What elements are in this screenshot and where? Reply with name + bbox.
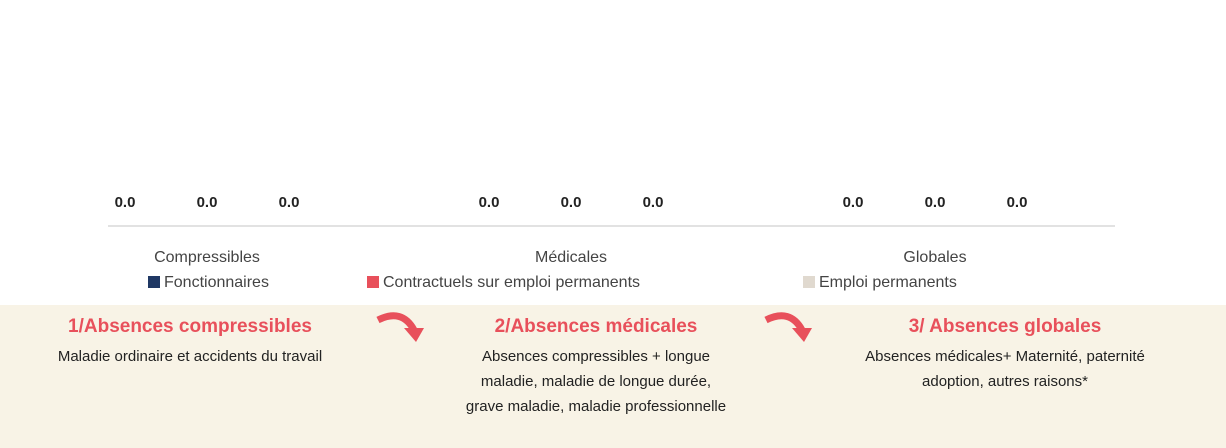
step-text: Absences compressibles + longue [482, 348, 710, 365]
step-title: 3/ Absences globales [909, 316, 1102, 337]
step-title: 2/Absences médicales [495, 316, 698, 337]
data-label: 0.0 [843, 194, 864, 211]
x-tick-label: Médicales [535, 249, 607, 266]
arrow [376, 312, 418, 332]
step-text: Maladie ordinaire et accidents du travai… [58, 348, 322, 365]
x-tick-label: Compressibles [154, 249, 260, 266]
legend-swatch [148, 276, 160, 288]
data-label: 0.0 [197, 194, 218, 211]
legend-swatch [803, 276, 815, 288]
step-title: 1/Absences compressibles [68, 316, 312, 337]
data-label: 0.0 [279, 194, 300, 211]
data-label: 0.0 [1007, 194, 1028, 211]
data-label: 0.0 [643, 194, 664, 211]
legend-label: Fonctionnaires [164, 274, 269, 291]
data-label: 0.0 [115, 194, 136, 211]
step-text: adoption, autres raisons* [922, 373, 1088, 390]
legend-label: Contractuels sur emploi permanents [383, 274, 640, 291]
step-text: maladie, maladie de longue durée, [481, 373, 711, 390]
legend-label: Emploi permanents [819, 274, 957, 291]
x-tick-label: Globales [903, 249, 966, 266]
arrow-head [404, 328, 424, 342]
legend-swatch [367, 276, 379, 288]
data-label: 0.0 [561, 194, 582, 211]
panel-background [0, 305, 1226, 448]
arrow-head [792, 328, 812, 342]
step-text: grave maladie, maladie professionnelle [466, 398, 726, 415]
data-label: 0.0 [925, 194, 946, 211]
data-label: 0.0 [479, 194, 500, 211]
step-text: Absences médicales+ Maternité, paternité [865, 348, 1145, 365]
arrow [764, 312, 806, 332]
